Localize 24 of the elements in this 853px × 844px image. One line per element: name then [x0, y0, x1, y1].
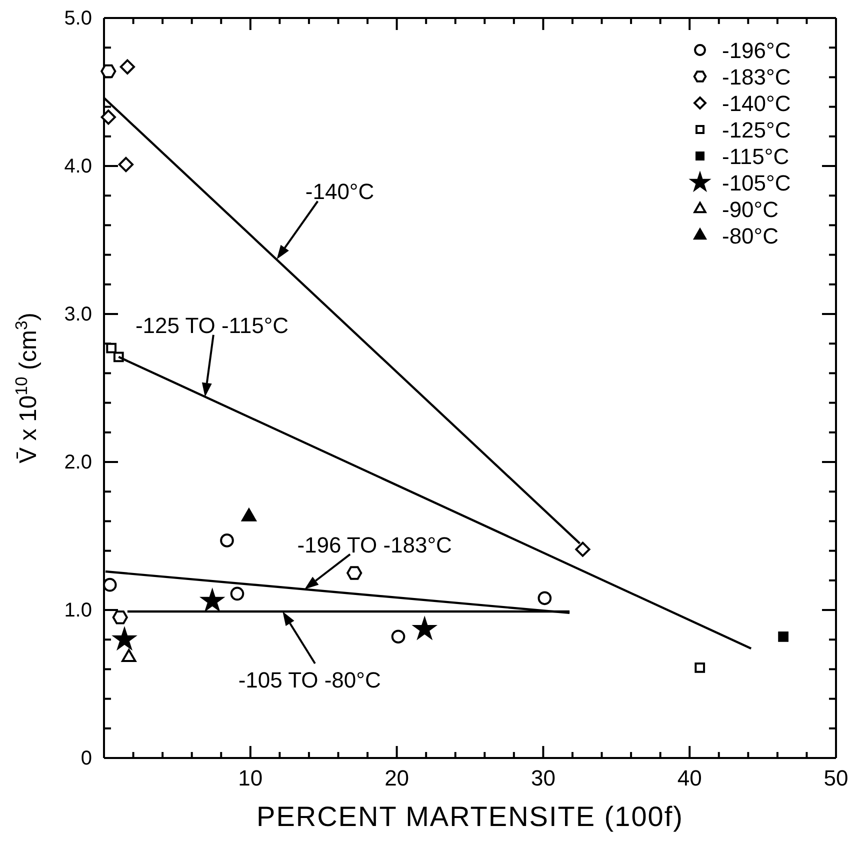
- annotation: -196 TO -183°C: [297, 532, 452, 558]
- y-tick-label: 3.0: [64, 303, 92, 326]
- x-tick-label: 20: [384, 766, 410, 791]
- y-tick-label: 0: [80, 747, 92, 770]
- legend-label: -90°C: [722, 197, 779, 222]
- legend-label: -125°C: [722, 118, 791, 142]
- legend-label: -140°C: [722, 91, 791, 116]
- legend-label: -80°C: [722, 224, 779, 248]
- x-tick-label: 30: [530, 766, 556, 791]
- legend-label: -196°C: [722, 38, 791, 63]
- y-tick-label: 2.0: [64, 451, 92, 474]
- y-tick-label: 5.0: [64, 7, 92, 30]
- y-tick-label: 1.0: [64, 599, 92, 622]
- legend-label: -105°C: [722, 170, 791, 196]
- x-axis-title: PERCENT MARTENSITE (100f): [256, 801, 684, 832]
- x-tick-label: 50: [824, 766, 848, 791]
- x-tick-label: 40: [677, 766, 702, 791]
- annotation: -125 TO -115°C: [135, 312, 289, 338]
- y-tick-label: 4.0: [64, 155, 92, 178]
- legend-label: -183°C: [722, 64, 791, 90]
- annotation: -140°C: [305, 179, 374, 204]
- annotation: -105 TO -80°C: [238, 667, 381, 692]
- legend-label: -115°C: [722, 144, 790, 169]
- x-tick-label: 10: [238, 766, 263, 791]
